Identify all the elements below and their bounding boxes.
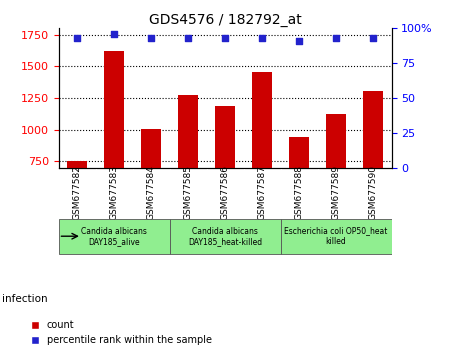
Point bbox=[73, 35, 81, 41]
Text: infection: infection bbox=[2, 294, 48, 304]
Bar bbox=[252, 72, 272, 168]
Point bbox=[221, 35, 229, 41]
FancyBboxPatch shape bbox=[280, 219, 392, 254]
Text: GSM677588: GSM677588 bbox=[294, 165, 303, 220]
FancyBboxPatch shape bbox=[58, 219, 170, 254]
Bar bbox=[326, 114, 346, 168]
Text: GSM677583: GSM677583 bbox=[109, 165, 118, 220]
Text: GSM677590: GSM677590 bbox=[369, 165, 378, 220]
FancyBboxPatch shape bbox=[170, 219, 280, 254]
Point bbox=[295, 38, 302, 44]
Text: GSM677586: GSM677586 bbox=[220, 165, 230, 220]
Bar bbox=[215, 106, 235, 168]
Bar bbox=[141, 129, 161, 168]
Point bbox=[110, 31, 117, 37]
Legend: count, percentile rank within the sample: count, percentile rank within the sample bbox=[27, 316, 216, 349]
Text: Escherichia coli OP50_heat
killed: Escherichia coli OP50_heat killed bbox=[284, 227, 388, 246]
Point bbox=[369, 35, 377, 41]
Point bbox=[333, 35, 340, 41]
Bar bbox=[104, 51, 124, 168]
Point bbox=[258, 35, 265, 41]
Text: GSM677584: GSM677584 bbox=[147, 165, 156, 220]
Text: Candida albicans
DAY185_heat-killed: Candida albicans DAY185_heat-killed bbox=[188, 227, 262, 246]
Text: GSM677587: GSM677587 bbox=[257, 165, 266, 220]
Text: GSM677582: GSM677582 bbox=[72, 165, 81, 220]
Point bbox=[148, 35, 155, 41]
Bar bbox=[363, 91, 383, 168]
Text: GSM677585: GSM677585 bbox=[184, 165, 193, 220]
Bar bbox=[178, 95, 198, 168]
Point bbox=[184, 35, 192, 41]
Bar bbox=[289, 137, 309, 168]
Text: GSM677589: GSM677589 bbox=[332, 165, 341, 220]
Text: Candida albicans
DAY185_alive: Candida albicans DAY185_alive bbox=[81, 227, 147, 246]
Bar bbox=[67, 161, 87, 168]
Title: GDS4576 / 182792_at: GDS4576 / 182792_at bbox=[148, 13, 302, 27]
